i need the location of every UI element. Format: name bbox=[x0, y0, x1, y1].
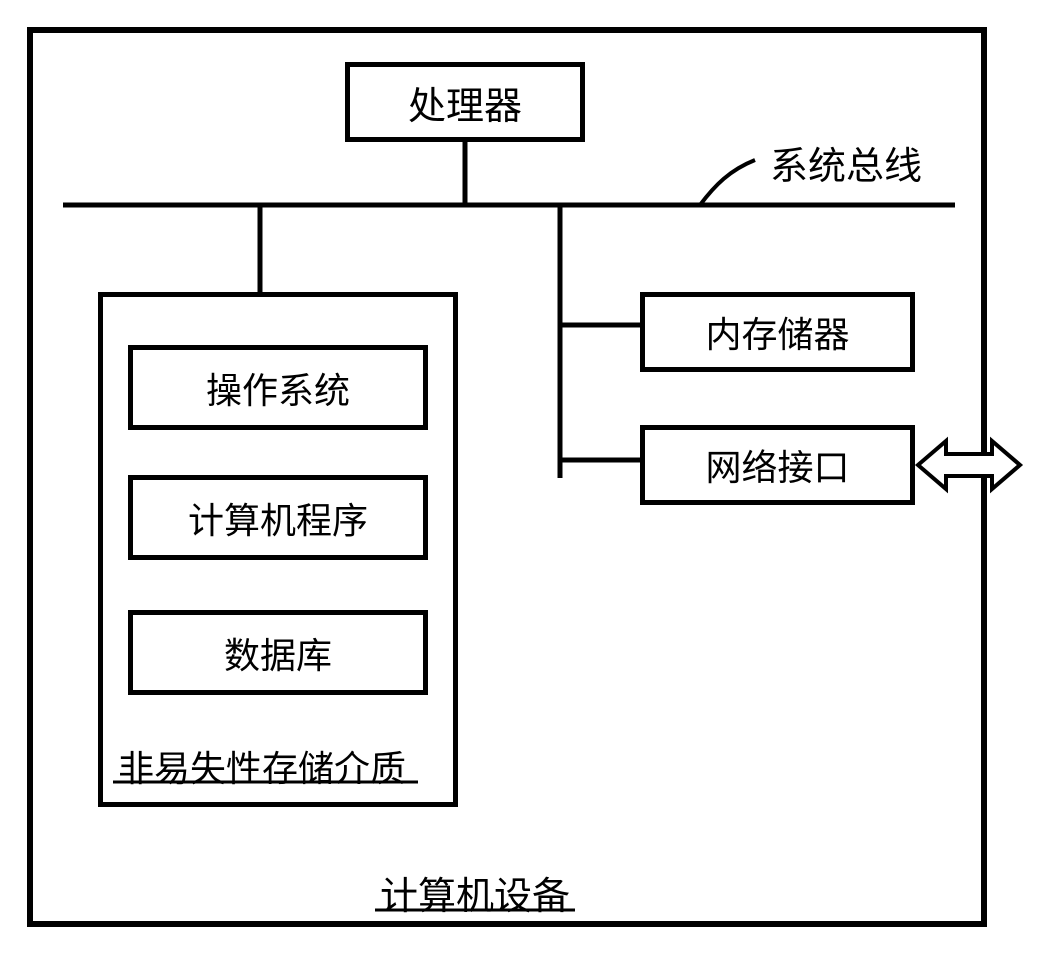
computer-program-label: 计算机程序 bbox=[188, 492, 368, 544]
diagram-canvas: 处理器 系统总线 操作系统 计算机程序 数据库 非易失性存储介质 内存储器 网络… bbox=[0, 0, 1041, 954]
memory-box: 内存储器 bbox=[640, 292, 915, 372]
computer-program-box: 计算机程序 bbox=[128, 475, 428, 560]
operating-system-label: 操作系统 bbox=[206, 362, 350, 414]
computer-device-caption: 计算机设备 bbox=[380, 865, 570, 920]
operating-system-box: 操作系统 bbox=[128, 345, 428, 430]
system-bus-label: 系统总线 bbox=[770, 135, 922, 190]
network-interface-box: 网络接口 bbox=[640, 425, 915, 505]
network-interface-label: 网络接口 bbox=[705, 439, 849, 491]
processor-box: 处理器 bbox=[345, 62, 585, 142]
processor-label: 处理器 bbox=[408, 75, 522, 130]
database-label: 数据库 bbox=[224, 627, 332, 679]
nonvolatile-storage-caption: 非易失性存储介质 bbox=[118, 740, 406, 792]
memory-label: 内存储器 bbox=[705, 306, 849, 358]
database-box: 数据库 bbox=[128, 610, 428, 695]
